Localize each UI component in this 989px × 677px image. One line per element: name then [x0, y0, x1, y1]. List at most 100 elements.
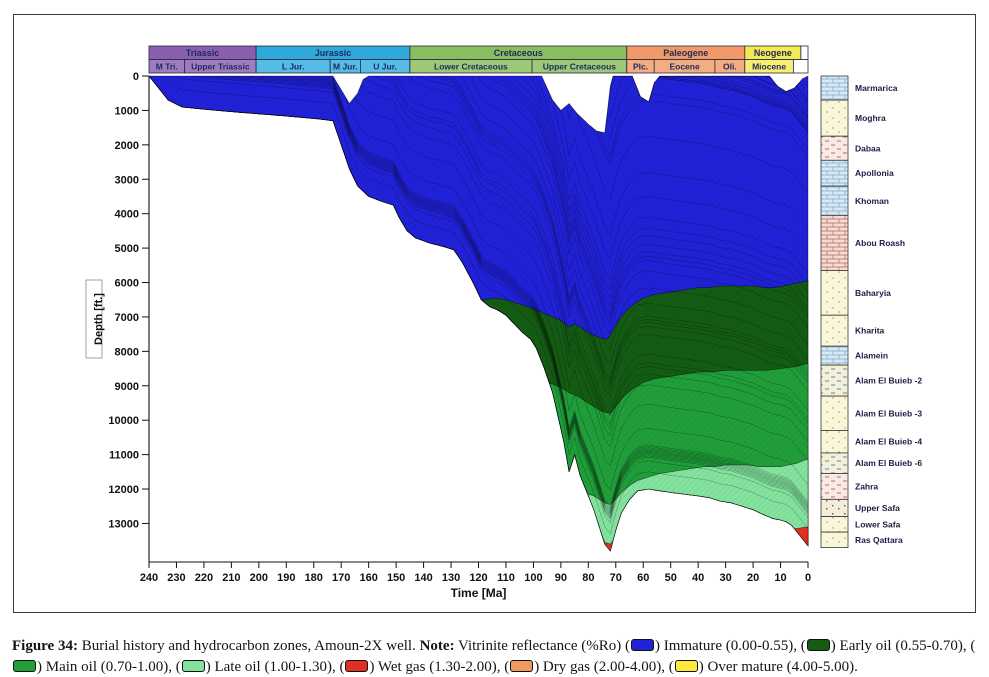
svg-text:Depth [ft.]: Depth [ft.] — [93, 293, 105, 345]
x-tick-label: 110 — [497, 572, 515, 584]
strat-cell — [820, 473, 849, 500]
time-scale-label: Plc. — [633, 62, 648, 72]
horizon-line — [684, 76, 808, 128]
y-tick-label: 10000 — [108, 415, 139, 427]
time-scale-label: Miocene — [752, 62, 786, 72]
horizon-line — [670, 76, 808, 130]
x-tick-label: 30 — [720, 572, 732, 584]
y-axis-title: Depth [ft.] — [85, 279, 105, 359]
horizon-line — [338, 85, 808, 491]
y-tick-label: 7000 — [115, 312, 139, 324]
hatch-texture — [149, 76, 808, 551]
y-tick-label: 0 — [133, 71, 139, 83]
figure-caption: Figure 34: Burial history and hydrocarbo… — [12, 636, 982, 677]
x-tick-label: 160 — [359, 572, 377, 584]
time-scale-label: M Tri. — [156, 62, 178, 72]
time-scale-label: L Jur. — [282, 62, 305, 72]
x-tick-label: 140 — [414, 572, 432, 584]
horizon-line — [461, 76, 808, 366]
horizon-line — [272, 76, 808, 513]
time-scale-label: Cretaceous — [494, 48, 543, 58]
legend-swatch-wet_gas — [345, 659, 369, 672]
x-tick-label: 210 — [222, 572, 240, 584]
time-scale-label: Paleogene — [663, 48, 708, 58]
horizon-line — [698, 76, 808, 127]
strat-cell — [820, 185, 849, 216]
horizon-line — [299, 76, 808, 511]
y-tick-label: 5000 — [115, 243, 139, 255]
horizon-line — [429, 76, 808, 385]
time-scale-cell — [793, 59, 809, 74]
horizon-line — [395, 76, 808, 417]
strat-formation-label: Zahra — [855, 481, 878, 491]
strat-cell — [820, 135, 849, 161]
strat-formation-label: Abou Roash — [855, 238, 905, 248]
x-tick-label: 240 — [140, 572, 158, 584]
burial-plot — [148, 75, 809, 552]
horizon-line — [519, 76, 808, 298]
legend-swatch-immature — [630, 639, 654, 651]
y-tick-label: 6000 — [115, 278, 139, 290]
x-tick-label: 80 — [582, 572, 594, 584]
horizon-line — [440, 76, 808, 382]
strat-cell — [820, 430, 849, 454]
x-tick-label: 180 — [305, 572, 323, 584]
x-tick-label: 90 — [555, 572, 567, 584]
horizon-line — [406, 76, 808, 397]
strat-formation-label: Kharita — [855, 326, 885, 336]
x-tick-label: 10 — [774, 572, 786, 584]
strat-formation-label: Alam El Buieb -3 — [855, 408, 922, 418]
strat-formation-label: Ras Qattara — [855, 535, 903, 545]
y-tick-label: 3000 — [115, 174, 139, 186]
horizon-line — [231, 76, 808, 516]
legend-swatch-dry_gas — [510, 659, 534, 672]
y-tick-label: 4000 — [115, 209, 139, 221]
caption-text: Burial history and hydrocarbon zones, Am… — [77, 638, 420, 654]
horizon-line — [648, 77, 808, 133]
y-tick-label: 9000 — [115, 381, 139, 393]
strat-cell — [820, 214, 849, 271]
strat-cell — [820, 99, 849, 137]
strat-cell — [820, 498, 849, 517]
strat-formation-label: Dabaa — [855, 143, 881, 153]
time-scale-label: Jurassic — [315, 48, 352, 58]
horizon-line — [577, 100, 808, 163]
axes: 0100020003000400050006000700080009000100… — [85, 71, 811, 600]
horizon-line — [552, 99, 808, 235]
strat-cell — [820, 345, 849, 366]
horizon-line — [450, 76, 808, 379]
strat-formation-label: Lower Safa — [855, 519, 901, 529]
x-tick-label: 70 — [610, 572, 622, 584]
horizon-line — [203, 76, 808, 519]
horizon-line — [176, 76, 808, 524]
horizon-line — [527, 76, 808, 291]
time-scale-label: M Jur. — [333, 62, 358, 72]
horizon-line — [286, 76, 808, 512]
horizon-line — [162, 76, 808, 535]
time-scale-label: U Jur. — [373, 62, 397, 72]
horizon-line — [659, 76, 808, 132]
strat-cell — [820, 364, 849, 397]
horizon-line — [568, 93, 808, 156]
x-tick-label: 150 — [387, 572, 405, 584]
horizon-line — [503, 76, 808, 314]
strat-cell — [820, 452, 849, 474]
x-tick-label: 100 — [524, 572, 542, 584]
x-axis-title: Time [Ma] — [451, 586, 507, 600]
caption-text: Figure 34: — [12, 638, 78, 654]
x-tick-label: 130 — [442, 572, 460, 584]
strat-cell — [820, 395, 849, 431]
time-scale-label: Lower Cretaceous — [434, 62, 508, 72]
horizon-line — [725, 76, 808, 121]
x-tick-label: 200 — [250, 572, 268, 584]
strat-formation-label: Baharyia — [855, 288, 891, 298]
horizon-line — [544, 81, 808, 259]
horizon-line — [258, 76, 808, 514]
horizon-line — [478, 76, 808, 334]
strat-formation-label: Apollonia — [855, 168, 894, 178]
horizon-line — [560, 105, 808, 199]
legend-swatch-late_oil — [181, 659, 205, 672]
y-tick-label: 13000 — [108, 518, 139, 530]
figure-frame: Triassic Jurassic Cretaceous Paleogene Neoge… — [13, 14, 976, 613]
horizon-line — [327, 76, 808, 508]
